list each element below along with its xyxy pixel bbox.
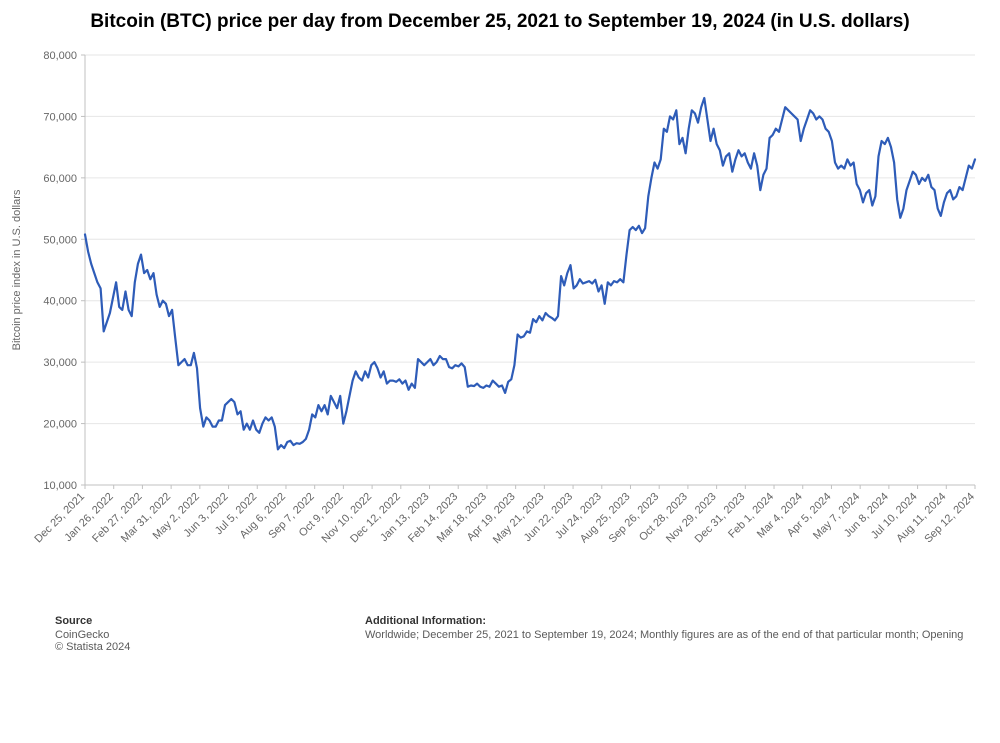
svg-text:20,000: 20,000 (43, 418, 77, 430)
chart-footer: Source CoinGecko © Statista 2024 Additio… (0, 615, 1000, 653)
svg-text:70,000: 70,000 (43, 111, 77, 123)
source-heading: Source (55, 615, 365, 627)
svg-text:Bitcoin price index in U.S. do: Bitcoin price index in U.S. dollars (11, 189, 23, 350)
svg-text:30,000: 30,000 (43, 357, 77, 369)
footer-info: Additional Information: Worldwide; Decem… (365, 615, 965, 653)
svg-text:40,000: 40,000 (43, 295, 77, 307)
chart-area: 10,000 20,000 30,000 40,000 50,000 60,000 70,0… (0, 35, 1000, 615)
svg-text:60,000: 60,000 (43, 173, 77, 185)
svg-text:80,000: 80,000 (43, 50, 77, 62)
source-name: CoinGecko (55, 629, 365, 641)
svg-text:50,000: 50,000 (43, 234, 77, 246)
info-text: Worldwide; December 25, 2021 to Septembe… (365, 629, 965, 641)
svg-text:10,000: 10,000 (43, 480, 77, 492)
copyright: © Statista 2024 (55, 641, 365, 653)
info-heading: Additional Information: (365, 615, 965, 627)
line-chart-svg: 10,000 20,000 30,000 40,000 50,000 60,000 70,0… (0, 35, 1000, 615)
footer-source: Source CoinGecko © Statista 2024 (55, 615, 365, 653)
chart-title: Bitcoin (BTC) price per day from Decembe… (0, 0, 1000, 35)
